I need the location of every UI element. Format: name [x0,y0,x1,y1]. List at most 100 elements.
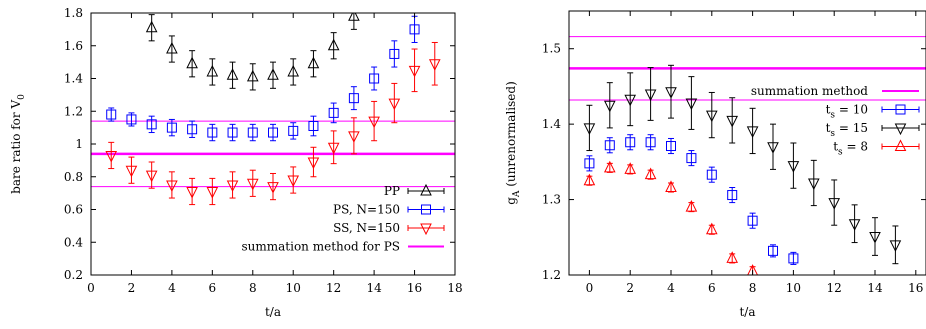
right-series-1-point [583,123,596,136]
left-series-2-point [267,182,279,194]
left-series-1 [106,15,420,142]
right-y-axis-title-main: g [504,197,518,205]
right-legend-label-0: ts = 10 [826,103,868,121]
right-series-0-point [645,137,656,148]
right-xtick-label: 14 [867,281,883,295]
left-ytick-label: 1 [75,137,83,151]
right-series-0-point [625,137,636,148]
left-ytick-label: 1.4 [64,72,83,86]
left-ytick-label: 0.4 [64,235,83,249]
left-series-2-point [145,170,158,183]
left-series-2-point [246,178,259,191]
left-series-1-point [126,114,137,125]
left-legend-label-0: PP [384,184,400,198]
left-ytick-label: 1.2 [64,104,83,118]
right-series-1-point [869,232,881,244]
right-legend-label-0-suffix: = 10 [835,103,868,117]
right-ytick-label: 1.2 [542,268,561,282]
left-xtick-label: 14 [366,281,382,295]
right-xtick-label: 6 [708,281,716,295]
left-series-2-point [206,186,219,199]
left-series-1-point [348,93,359,104]
right-legend-marker [894,139,907,151]
right-series-2 [583,160,759,275]
left-plot-area [105,13,441,206]
left-series-1-point [389,48,400,59]
right-series-1-point [665,87,677,99]
left-series-0-point [307,56,320,69]
right-y-axis-title-sub: A [512,190,522,198]
left-series-0-point [287,64,300,77]
right-legend-band-label: summation method [751,84,868,98]
right-xtick-label: 10 [786,281,801,295]
left-series-2-point [166,180,178,193]
left-series-2-point [287,175,300,188]
left-series-1-point [166,122,177,133]
left-series-0-point [327,38,340,51]
right-legend-label-2-suffix: = 8 [843,140,868,154]
right-frame [568,10,926,276]
left-xtick-label: 12 [326,281,341,295]
left-series-1-point [369,73,380,84]
right-legend-label-1: ts = 15 [826,121,868,139]
left-series-0-point [166,41,178,54]
right-series-1-point [746,126,759,139]
right-series-0-point [604,140,615,151]
right-legend-label-0-sub: s [830,111,835,121]
right-xtick-label: 2 [626,281,634,295]
left-ytick-label: 0.8 [64,170,83,184]
left-y-axis-title-sub: 0 [17,94,27,100]
right-legend-label-2: ts = 8 [833,140,868,158]
left-legend-marker [420,183,432,196]
left-series-2-point [348,131,360,143]
left-ytick-label: 1.6 [64,39,83,53]
right-series-1-point [787,161,800,173]
left-legend-marker [420,223,432,236]
left-legend-label-1-main: PS, N=150 [333,203,400,217]
left-series-2-point [388,98,401,111]
left-series-2-point [125,165,138,178]
right-legend-marker [895,104,906,115]
left-series-0-point [267,68,279,80]
right-series-0-point [747,215,758,226]
right-series-1-point [767,142,779,154]
left-series-0 [145,13,360,91]
left-series-1-point [106,109,117,120]
right-xtick-label: 4 [667,281,675,295]
left-ytick-label: 1.8 [64,6,83,20]
right-series-1-point [644,89,657,102]
left-series-0-point [348,13,360,21]
left-legend-label-2-main: SS, N=150 [333,221,400,235]
right-ytick-label: 1.5 [542,42,561,56]
left-series-2-point [408,65,421,78]
left-legend-band-label: summation method for PS [242,240,401,254]
left-legend: PP PS, N=150 SS, N=150 summation method for… [242,183,445,254]
left-series-0-point [206,64,219,77]
right-series-0 [584,134,799,265]
left-series-1-point [328,107,339,118]
right-series-1-point [889,240,902,252]
right-series-0-point [584,158,595,169]
right-series-2-point [665,180,677,193]
left-legend-label-2: SS, N=150 [333,221,400,235]
left-legend-label-0-main: PP [384,184,400,198]
left-series-1-point [207,127,218,138]
left-series-0-point [186,56,198,69]
left-xtick-label: 6 [209,281,217,295]
left-ytick-label: 0.2 [64,268,83,282]
left-series-2-point [307,157,320,170]
left-series-1-point [187,124,198,135]
left-series-1-point [308,120,319,131]
right-y-axis-title-suffix: (unrenormalised) [504,81,518,190]
left-frame [90,12,456,276]
right-series-1-point [624,94,637,107]
right-xtick-label: 0 [586,281,594,295]
right-series-1-point [685,98,698,111]
left-xtick-label: 18 [447,281,462,295]
right-series-1-point [603,100,616,113]
right-series-0-point [666,141,676,152]
right-x-axis-title: t/a [739,305,755,319]
left-series-1-point [227,127,238,138]
left-series-1-point [409,24,420,35]
